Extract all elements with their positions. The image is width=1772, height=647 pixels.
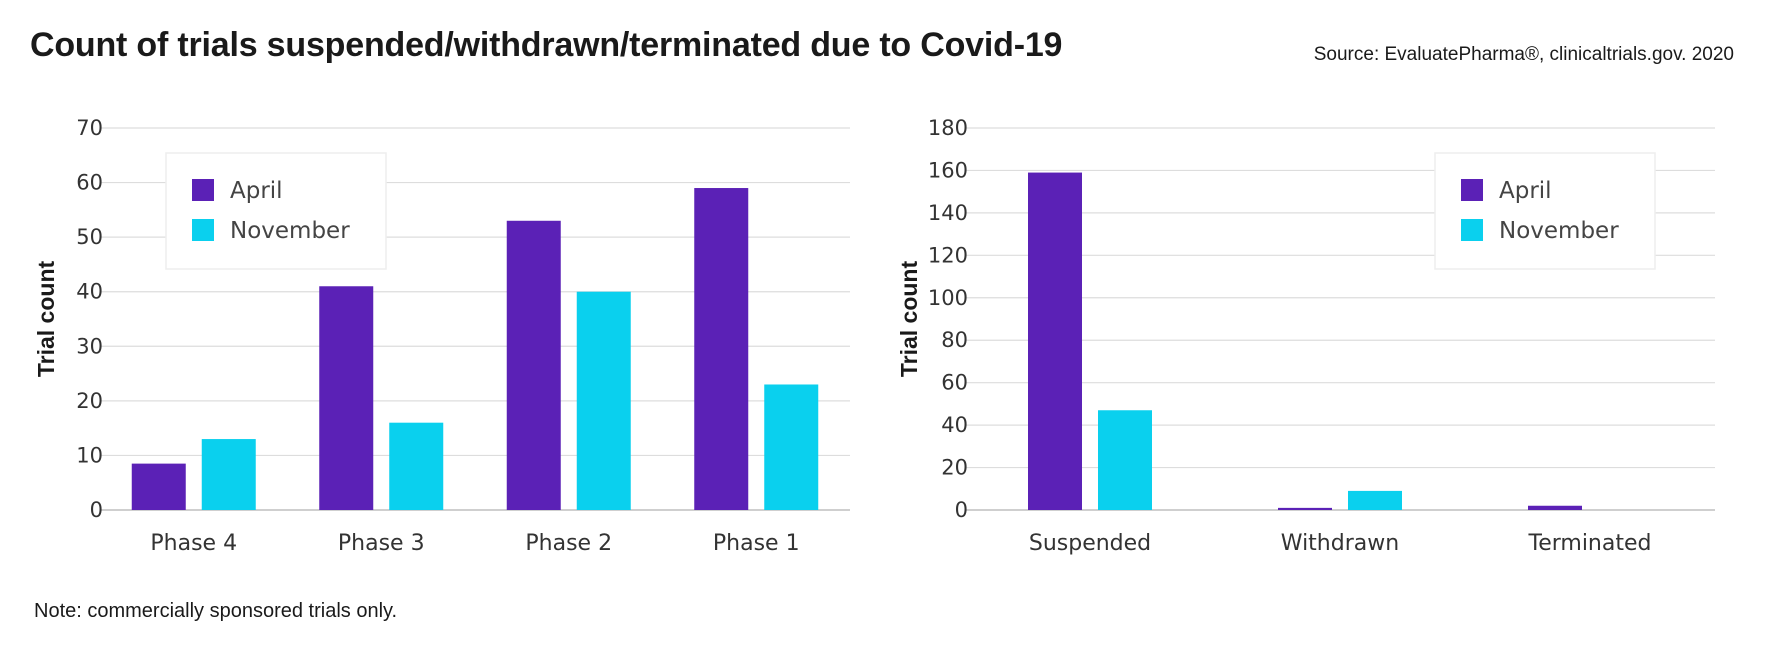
y-tick-label: 0 bbox=[90, 498, 103, 522]
legend-swatch bbox=[192, 219, 214, 241]
x-category-label: Phase 1 bbox=[713, 531, 800, 556]
y-axis-label: Trial count bbox=[896, 261, 922, 378]
y-tick-label: 20 bbox=[76, 389, 103, 413]
bar bbox=[694, 188, 749, 510]
y-tick-label: 70 bbox=[76, 116, 103, 140]
y-tick-label: 120 bbox=[928, 243, 968, 267]
y-tick-label: 10 bbox=[76, 443, 103, 467]
bar bbox=[576, 291, 631, 510]
chart-status: 0 20 40 60 80 100 120 140 160 180 Trial count Suspe… bbox=[896, 116, 1715, 556]
bar bbox=[389, 422, 444, 510]
bar bbox=[131, 463, 186, 510]
legend-label: November bbox=[1499, 218, 1619, 244]
legend-label: April bbox=[1499, 178, 1552, 204]
bar bbox=[201, 439, 256, 510]
bar bbox=[1348, 490, 1402, 510]
bar bbox=[1098, 410, 1152, 510]
legend: April November bbox=[1434, 152, 1656, 270]
y-tick-label: 80 bbox=[941, 328, 968, 352]
y-tick-label: 160 bbox=[928, 158, 968, 182]
legend-box bbox=[165, 152, 387, 270]
y-tick-label: 20 bbox=[941, 456, 968, 480]
bar bbox=[319, 286, 374, 510]
y-tick-label: 0 bbox=[955, 498, 968, 522]
x-category-label: Phase 2 bbox=[525, 531, 612, 556]
y-tick-label: 60 bbox=[941, 371, 968, 395]
x-category-label: Withdrawn bbox=[1281, 531, 1399, 556]
y-axis-label: Trial count bbox=[33, 261, 59, 378]
bar bbox=[1528, 505, 1582, 510]
chart-phases: 0 10 20 30 40 50 60 70 Trial count Phase 4 Phase 3… bbox=[33, 116, 850, 556]
bar bbox=[1278, 507, 1332, 510]
y-tick-label: 50 bbox=[76, 225, 103, 249]
chart-title: Count of trials suspended/withdrawn/term… bbox=[30, 26, 1063, 64]
legend-swatch bbox=[1461, 179, 1483, 201]
y-tick-label: 180 bbox=[928, 116, 968, 140]
footnote: Note: commercially sponsored trials only… bbox=[34, 600, 398, 622]
x-category-label: Phase 3 bbox=[338, 531, 425, 556]
bar bbox=[506, 220, 561, 510]
y-tick-label: 60 bbox=[76, 171, 103, 195]
y-tick-label: 30 bbox=[76, 334, 103, 358]
legend-label: November bbox=[230, 218, 350, 244]
legend-swatch bbox=[1461, 219, 1483, 241]
legend-swatch bbox=[192, 179, 214, 201]
y-tick-label: 40 bbox=[76, 280, 103, 304]
bar bbox=[1028, 172, 1082, 511]
source-note: Source: EvaluatePharma®, clinicaltrials.… bbox=[1313, 44, 1734, 65]
y-tick-label: 140 bbox=[928, 201, 968, 225]
y-tick-label: 100 bbox=[928, 286, 968, 310]
legend-box bbox=[1434, 152, 1656, 270]
x-category-label: Phase 4 bbox=[150, 531, 237, 556]
legend: April November bbox=[165, 152, 387, 270]
x-category-label: Suspended bbox=[1029, 531, 1151, 556]
legend-label: April bbox=[230, 178, 283, 204]
bar bbox=[764, 384, 819, 510]
y-tick-label: 40 bbox=[941, 413, 968, 437]
x-category-label: Terminated bbox=[1528, 531, 1652, 556]
